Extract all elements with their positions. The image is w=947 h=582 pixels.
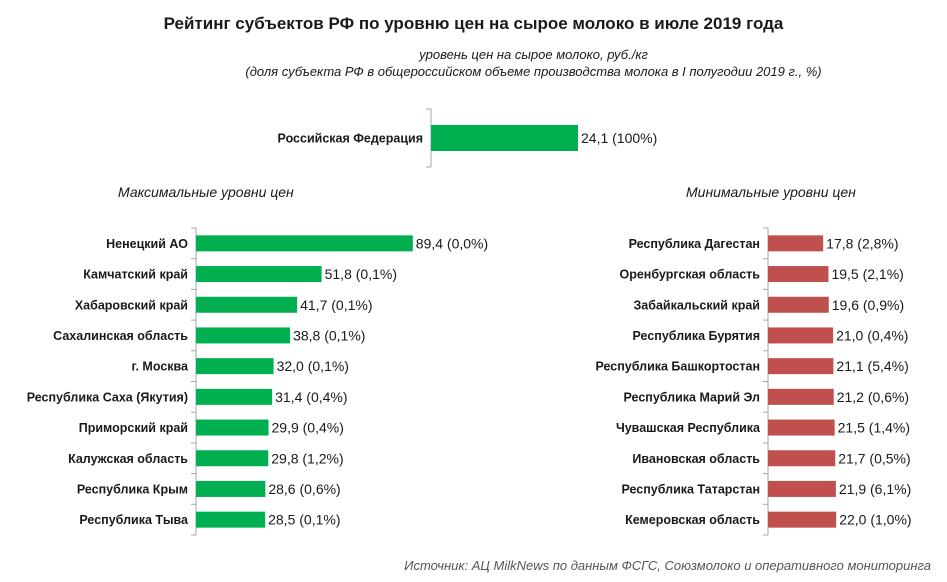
min-category-label: Кемеровская область — [625, 513, 760, 527]
max-data-label: 51,8 (0,1%) — [325, 266, 397, 282]
max-category-label: Хабаровский край — [75, 298, 188, 312]
max-data-label: 29,9 (0,4%) — [272, 420, 344, 436]
min-bar — [768, 296, 829, 313]
min-data-label: 17,8 (2,8%) — [826, 235, 898, 251]
max-category-label: Приморский край — [79, 421, 188, 435]
max-data-label: 89,4 (0,0%) — [416, 235, 488, 251]
max-category-label: Сахалинская область — [53, 329, 188, 343]
max-category-label: Республика Тыва — [79, 513, 189, 527]
max-data-label: 28,6 (0,6%) — [268, 481, 340, 497]
max-data-label: 38,8 (0,1%) — [293, 327, 365, 343]
min-bar — [768, 266, 829, 283]
min-category-label: Республика Марий Эл — [624, 390, 761, 404]
max-bar — [196, 327, 291, 344]
min-data-label: 22,0 (1,0%) — [839, 512, 911, 528]
max-section-title: Максимальные уровни цен — [118, 184, 294, 200]
total-bar — [431, 125, 579, 151]
source-note: Источник: АЦ MilkNews по данным ФСГС, Со… — [404, 558, 931, 573]
max-category-label: Калужская область — [68, 452, 188, 466]
max-category-label: г. Москва — [132, 360, 190, 374]
max-data-label: 31,4 (0,4%) — [275, 389, 347, 405]
min-bar — [768, 419, 835, 436]
min-data-label: 21,0 (0,4%) — [836, 327, 908, 343]
min-category-label: Чувашская Республика — [616, 421, 761, 435]
max-category-label: Камчатский край — [83, 268, 188, 282]
min-category-label: Ивановская область — [632, 452, 760, 466]
max-bar — [196, 388, 273, 405]
max-bar — [196, 419, 269, 436]
max-bar — [196, 511, 266, 528]
max-data-label: 28,5 (0,1%) — [268, 512, 340, 528]
chart-subtitle-share: (доля субъекта РФ в общероссийском объем… — [245, 64, 822, 79]
max-category-label: Республика Крым — [77, 482, 188, 496]
min-category-label: Республика Татарстан — [621, 482, 760, 496]
min-section-title: Минимальные уровни цен — [686, 184, 856, 200]
max-bar — [196, 296, 298, 313]
min-data-label: 19,6 (0,9%) — [832, 297, 904, 313]
min-data-label: 21,7 (0,5%) — [838, 450, 910, 466]
min-bar — [768, 450, 836, 467]
min-bar — [768, 327, 834, 344]
max-bar — [196, 480, 266, 497]
max-category-label: Республика Саха (Якутия) — [27, 390, 188, 404]
chart-title: Рейтинг субъектов РФ по уровню цен на сы… — [163, 14, 784, 33]
max-category-label: Ненецкий АО — [106, 237, 188, 251]
max-bar — [196, 266, 322, 283]
min-data-label: 21,2 (0,6%) — [837, 389, 909, 405]
min-category-label: Забайкальский край — [633, 298, 760, 312]
max-data-label: 29,8 (1,2%) — [271, 450, 343, 466]
min-bar — [768, 511, 837, 528]
min-category-label: Оренбургская область — [619, 268, 760, 282]
min-category-label: Республика Башкортостан — [595, 360, 760, 374]
min-data-label: 21,9 (6,1%) — [839, 481, 911, 497]
min-data-label: 21,1 (5,4%) — [836, 358, 908, 374]
chart-subtitle: уровень цен на сырое молоко, руб./кг — [419, 47, 648, 62]
total-category-label: Российская Федерация — [278, 132, 423, 146]
min-bar — [768, 235, 824, 252]
min-category-label: Республика Бурятия — [633, 329, 760, 343]
max-data-label: 41,7 (0,1%) — [300, 297, 372, 313]
max-bar — [196, 358, 274, 375]
max-data-label: 32,0 (0,1%) — [277, 358, 349, 374]
min-bar — [768, 358, 834, 375]
min-bar — [768, 388, 834, 405]
min-category-label: Республика Дагестан — [629, 237, 760, 251]
min-data-label: 21,5 (1,4%) — [838, 420, 910, 436]
max-bar — [196, 235, 413, 252]
total-data-label: 24,1 (100%) — [581, 130, 657, 146]
min-data-label: 19,5 (2,1%) — [831, 266, 903, 282]
min-bar — [768, 480, 836, 497]
max-bar — [196, 450, 269, 467]
